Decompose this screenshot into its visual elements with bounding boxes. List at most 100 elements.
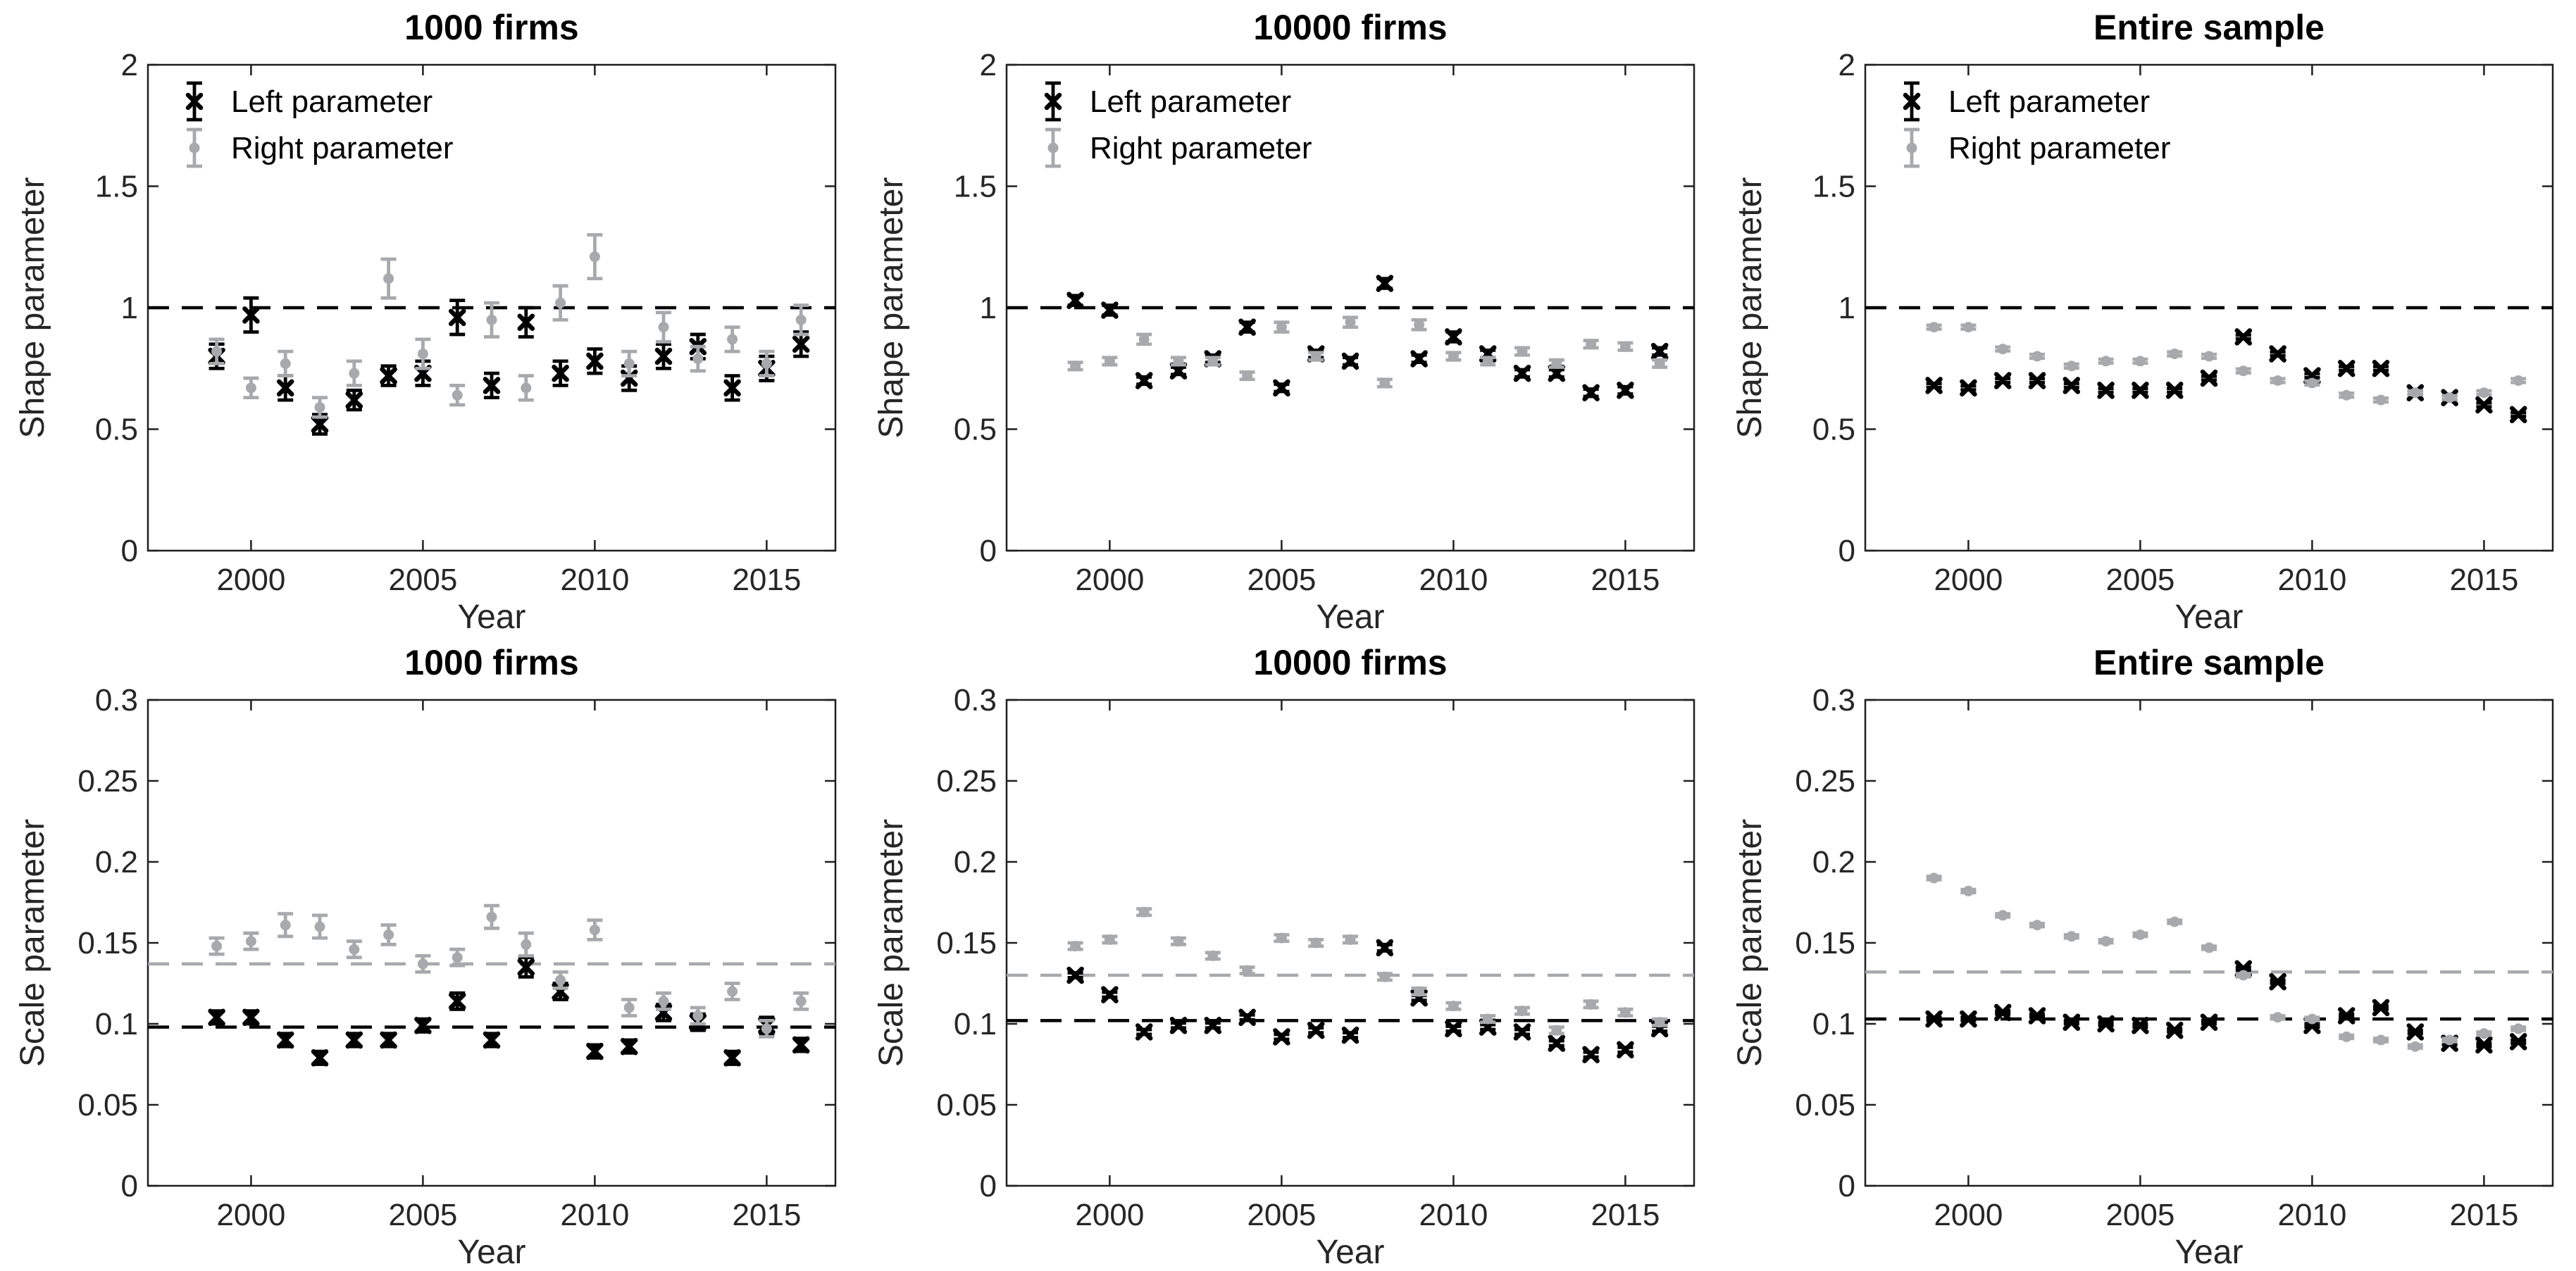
series-left — [208, 956, 810, 1067]
subplot-shape-1000-firms: 1000 firms Shape parameter Year 2000 2005 201… — [0, 0, 859, 635]
series-right — [209, 233, 809, 419]
y-tick-label: 0 — [980, 534, 997, 568]
x-axis-label: Year — [458, 599, 526, 635]
y-axis-label: Shape parameter — [14, 177, 51, 439]
y-tick-label: 0.5 — [1812, 413, 1855, 447]
x-tick-label: 2005 — [1247, 563, 1316, 597]
series-left — [1066, 275, 1669, 401]
x-axis-label: Year — [2175, 599, 2244, 635]
y-tick-label: 0 — [980, 1169, 997, 1203]
y-tick-label: 1.5 — [95, 170, 138, 204]
x-tick-label: 2000 — [1934, 1198, 2003, 1232]
x-tick-label: 2010 — [1419, 563, 1488, 597]
axis-ticks: 2000 2005 2010 2015 0 0.05 0.1 0.15 0.2 0.25 0.3 — [77, 683, 835, 1232]
y-tick-label: 0.2 — [95, 845, 138, 879]
series-right — [209, 903, 809, 1039]
y-tick-label: 1.5 — [954, 170, 997, 204]
plot-title: 10000 firms — [1253, 8, 1447, 47]
y-tick-label: 0.1 — [1812, 1007, 1855, 1041]
axis-ticks: 2000 2005 2010 2015 0 0.05 0.1 0.15 0.2 0.25 0.3 — [1795, 683, 2553, 1232]
x-tick-label: 2015 — [732, 563, 801, 597]
series-left — [1925, 960, 2527, 1054]
plot-title: 10000 firms — [1253, 643, 1447, 682]
subplot-scale-10000-firms: 10000 firms Scale parameter Year 2000 2005 20… — [859, 635, 1717, 1270]
y-tick-label: 0.05 — [936, 1088, 997, 1122]
x-tick-label: 2000 — [1934, 563, 2003, 597]
x-tick-label: 2005 — [2105, 1198, 2174, 1232]
x-axis-label: Year — [458, 1234, 526, 1270]
series-right — [1926, 322, 2527, 406]
x-tick-label: 2010 — [2277, 1198, 2346, 1232]
subplot-shape-10000-firms: 10000 firms Shape parameter Year 2000 2005 20… — [859, 0, 1717, 635]
y-tick-label: 0.15 — [77, 926, 138, 960]
chart-canvas: 1000 firms Scale parameter Year 2000 2005 201… — [14, 643, 837, 1270]
x-tick-label: 2010 — [560, 563, 629, 597]
series-right — [1067, 906, 1668, 1036]
legend-label-right: Right parameter — [1948, 131, 2170, 165]
y-tick-label: 2 — [980, 48, 997, 82]
series-right — [1067, 315, 1668, 389]
y-tick-label: 0.25 — [77, 764, 138, 799]
legend-label-right: Right parameter — [1090, 131, 1312, 165]
x-axis-label: Year — [1317, 1234, 1385, 1270]
plot-title: 1000 firms — [404, 643, 578, 682]
series-left — [208, 296, 810, 436]
legend: Left parameter Right parameter — [1903, 81, 2170, 168]
x-tick-label: 2000 — [216, 563, 285, 597]
y-axis-label: Shape parameter — [873, 177, 910, 439]
x-tick-label: 2000 — [1075, 563, 1144, 597]
y-tick-label: 0.05 — [1795, 1088, 1855, 1122]
y-tick-label: 1 — [121, 291, 138, 325]
axis-ticks: 2000 2005 2010 2015 0 0.5 1 1.5 2 — [954, 48, 1694, 597]
x-tick-label: 2005 — [388, 1198, 457, 1232]
y-tick-label: 0.1 — [954, 1007, 997, 1041]
legend-label-right: Right parameter — [231, 131, 453, 165]
legend: Left parameter Right parameter — [1044, 81, 1312, 168]
series-right — [1926, 872, 2527, 1052]
y-tick-label: 0 — [121, 534, 138, 568]
y-tick-label: 0.05 — [77, 1088, 138, 1122]
y-tick-label: 0 — [1838, 1169, 1855, 1203]
chart-canvas: Entire sample Shape parameter Year 2000 2005… — [1731, 8, 2554, 635]
x-tick-label: 2010 — [2277, 563, 2346, 597]
y-tick-label: 0.3 — [954, 683, 997, 718]
y-tick-label: 0.2 — [1812, 845, 1855, 879]
y-axis-label: Scale parameter — [14, 819, 51, 1067]
subplot-scale-1000-firms: 1000 firms Scale parameter Year 2000 2005 201… — [0, 635, 859, 1270]
y-tick-label: 1 — [980, 291, 997, 325]
axis-ticks: 2000 2005 2010 2015 0 0.05 0.1 0.15 0.2 0.25 0.3 — [936, 683, 1694, 1232]
y-tick-label: 0 — [121, 1169, 138, 1203]
x-tick-label: 2000 — [1075, 1198, 1144, 1232]
chart-canvas: Entire sample Scale parameter Year 2000 2005… — [1731, 643, 2554, 1270]
x-tick-label: 2015 — [2449, 1198, 2518, 1232]
y-tick-label: 0.5 — [954, 413, 997, 447]
y-tick-label: 1.5 — [1812, 170, 1855, 204]
y-tick-label: 0.3 — [95, 683, 138, 718]
x-tick-label: 2005 — [388, 563, 457, 597]
y-tick-label: 0.25 — [1795, 764, 1855, 799]
plot-title: 1000 firms — [404, 8, 578, 47]
y-tick-label: 0.15 — [1795, 926, 1855, 960]
x-tick-label: 2015 — [732, 1198, 801, 1232]
legend-label-left: Left parameter — [1948, 84, 2150, 119]
plot-title: Entire sample — [2093, 8, 2325, 47]
y-axis-label: Scale parameter — [873, 819, 910, 1067]
y-tick-label: 1 — [1838, 291, 1855, 325]
subplot-scale-entire-sample: Entire sample Scale parameter Year 2000 2005… — [1717, 635, 2576, 1270]
x-tick-label: 2005 — [1247, 1198, 1316, 1232]
y-tick-label: 2 — [1838, 48, 1855, 82]
y-tick-label: 0.2 — [954, 845, 997, 879]
x-tick-label: 2010 — [560, 1198, 629, 1232]
x-tick-label: 2005 — [2105, 563, 2174, 597]
y-tick-label: 0 — [1838, 534, 1855, 568]
x-axis-label: Year — [2175, 1234, 2244, 1270]
series-left — [1925, 328, 2527, 424]
y-tick-label: 0.1 — [95, 1007, 138, 1041]
axis-ticks: 2000 2005 2010 2015 0 0.5 1 1.5 2 — [1812, 48, 2553, 597]
y-tick-label: 2 — [121, 48, 138, 82]
x-tick-label: 2000 — [216, 1198, 285, 1232]
